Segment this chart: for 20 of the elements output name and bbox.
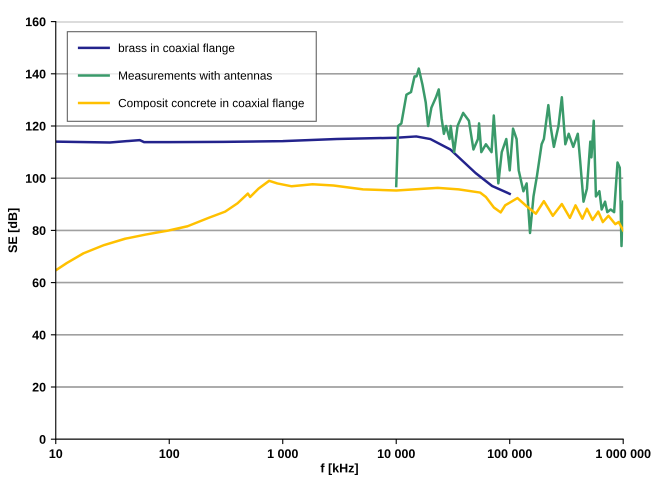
legend-label: Composit concrete in coaxial flange [118,98,304,110]
x-tick-label: 100 000 [488,449,532,458]
y-tick-label: 40 [32,330,46,340]
y-tick-label: 100 [26,174,46,183]
y-tick-label: 0 [40,435,46,444]
y-tick-label: 140 [26,70,46,78]
x-axis-title: f [kHz] [320,463,358,476]
legend-label: Measurements with antennas [119,71,272,80]
x-tick-label: 100 [160,449,180,458]
y-tick-label: 160 [26,17,46,26]
y-axis-title: SE [dB] [8,208,20,253]
y-tick-label: 120 [26,122,46,131]
x-tick-label: 1 000 000 [596,449,650,458]
x-tick-label: 10 [50,449,62,458]
y-tick-label: 20 [32,382,46,392]
y-tick-label: 60 [32,278,46,288]
x-tick-label: 10 000 [378,449,415,458]
x-tick-label: 1 000 [268,449,298,458]
y-tick-label: 80 [32,226,46,236]
legend-label: brass in coaxial flange [118,43,234,54]
